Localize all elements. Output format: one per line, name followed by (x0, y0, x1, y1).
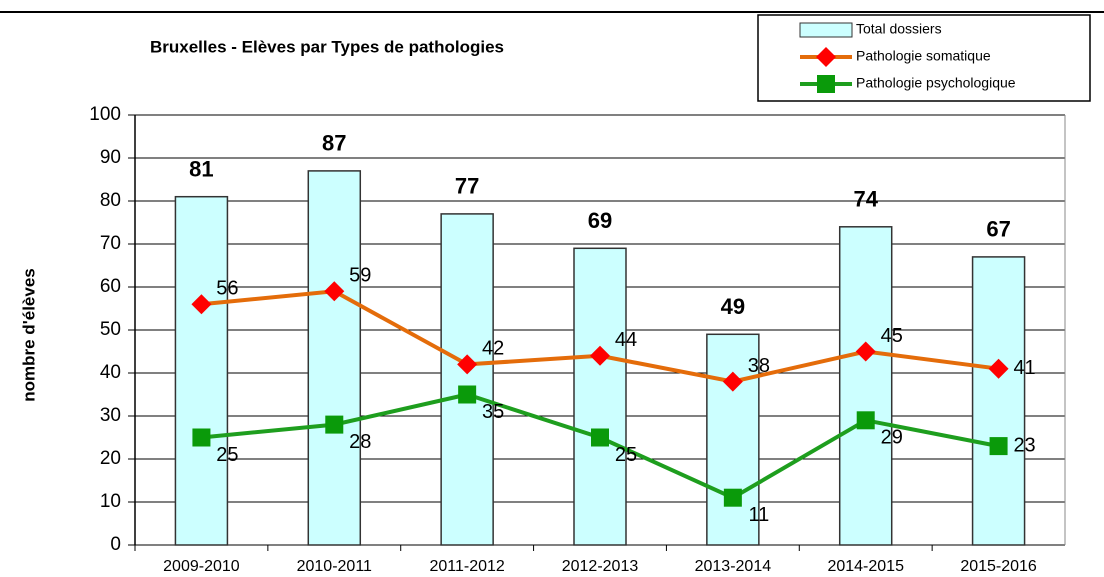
line-value-label: 44 (615, 329, 637, 351)
marker (192, 428, 211, 447)
bar-value-label: 81 (189, 157, 213, 182)
marker (590, 345, 610, 366)
y-tick-label: 20 (100, 448, 121, 469)
y-tick-label: 100 (89, 104, 121, 125)
y-tick-label: 90 (100, 147, 121, 168)
bar (838, 226, 893, 546)
line-value-label: 56 (216, 277, 238, 299)
marker (722, 371, 743, 392)
bar (573, 247, 627, 546)
bar (706, 333, 760, 546)
legend-label: Total dossiers (856, 21, 942, 37)
bar-value-label: 49 (721, 294, 745, 319)
legend-swatch (799, 22, 853, 38)
x-tick-label: 2013-2014 (695, 558, 772, 575)
marker (325, 415, 344, 434)
bar-value-label: 74 (853, 187, 878, 212)
legend-label: Pathologie somatique (856, 48, 991, 64)
marker (856, 411, 875, 430)
y-tick-label: 60 (100, 276, 121, 297)
bar-value-label: 69 (588, 208, 612, 233)
marker (591, 428, 609, 447)
x-tick-label: 2014-2015 (827, 558, 904, 575)
y-tick-label: 30 (100, 405, 121, 426)
marker (723, 488, 742, 507)
x-tick-label: 2011-2012 (429, 558, 504, 575)
line-value-label: 45 (881, 325, 903, 347)
y-tick-label: 0 (110, 534, 121, 555)
x-tick-label: 2010-2011 (297, 558, 372, 575)
y-tick-label: 70 (100, 233, 121, 254)
chart-title: Bruxelles - Elèves par Types de patholog… (150, 37, 504, 56)
line-value-label: 42 (482, 338, 504, 360)
line-value-label: 23 (1013, 434, 1035, 456)
bar (174, 195, 229, 546)
marker (191, 294, 212, 315)
legend-marker (817, 75, 835, 93)
legend-marker (816, 47, 836, 67)
line-value-label: 38 (748, 355, 770, 377)
marker (324, 281, 345, 302)
marker (988, 358, 1009, 379)
bar (307, 170, 362, 546)
legend-label: Pathologie psychologique (856, 75, 1016, 91)
y-tick-label: 80 (100, 190, 121, 211)
line-value-label: 35 (482, 401, 504, 423)
bar (440, 213, 494, 546)
y-tick-label: 40 (100, 362, 121, 383)
marker (458, 385, 477, 404)
line-value-label: 25 (216, 444, 238, 466)
bar (971, 256, 1026, 546)
marker (457, 354, 478, 375)
x-tick-label: 2012-2013 (562, 558, 639, 575)
line-value-label: 11 (748, 504, 769, 526)
line-value-label: 25 (615, 444, 637, 466)
x-tick-label: 2015-2016 (960, 558, 1037, 575)
bar-value-label: 87 (322, 131, 346, 156)
line-value-label: 29 (881, 427, 903, 449)
bar-value-label: 77 (455, 174, 479, 199)
line-value-label: 41 (1013, 357, 1035, 379)
y-tick-label: 10 (100, 491, 121, 512)
x-tick-label: 2009-2010 (163, 558, 240, 575)
marker (989, 437, 1008, 456)
y-tick-label: 50 (100, 319, 121, 340)
marker (855, 341, 876, 362)
bar-value-label: 67 (986, 217, 1010, 242)
line-value-label: 59 (349, 265, 371, 287)
line-value-label: 28 (349, 431, 371, 453)
y-axis-label: nombre d'élèves (19, 268, 38, 402)
